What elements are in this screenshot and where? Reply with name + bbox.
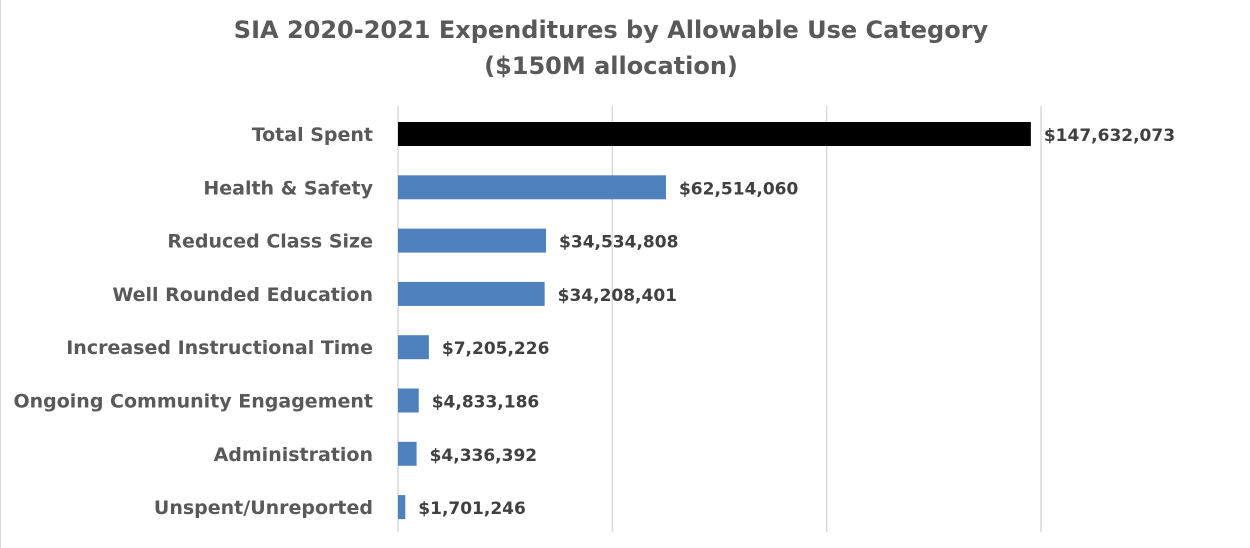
category-label: Health & Safety [203,177,373,199]
category-label: Increased Instructional Time [66,337,373,359]
category-label: Unspent/Unreported [154,497,373,519]
data-label: $4,833,186 [432,393,540,413]
data-label: $34,208,401 [558,286,677,306]
data-label: $1,701,246 [418,499,526,519]
category-label: Ongoing Community Engagement [13,391,373,413]
bar [398,495,406,520]
category-label: Total Spent [252,124,373,146]
chart-title-line: SIA 2020-2021 Expenditures by Allowable … [233,16,989,44]
data-label: $62,514,060 [679,179,799,199]
bar [398,388,419,413]
data-label: $34,534,808 [559,233,678,253]
bar [398,122,1031,146]
data-label: $147,632,073 [1044,126,1175,146]
bar [398,175,666,200]
chart-title: SIA 2020-2021 Expenditures by Allowable … [1,12,1221,84]
chart-subtitle-line: ($150M allocation) [484,52,738,80]
bar [398,228,547,253]
category-label: Administration [214,444,373,466]
data-label: $7,205,226 [442,339,550,359]
bar [398,281,545,306]
data-label: $4,336,392 [430,446,538,466]
category-label: Well Rounded Education [112,284,373,306]
bar [398,441,417,466]
bar [398,335,429,360]
category-label: Reduced Class Size [167,231,373,253]
